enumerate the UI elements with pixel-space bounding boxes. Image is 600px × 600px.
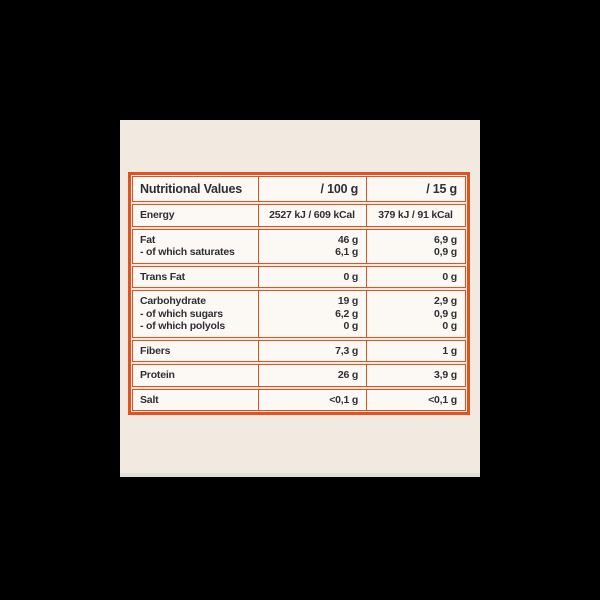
nutrient-name: - of which polyols	[140, 320, 226, 332]
header-cell-nutritional-values: Nutritional Values	[133, 177, 258, 201]
nutrient-value: 7,3 g	[335, 344, 359, 357]
nutrient-value: 379 kJ / 91 kCal	[378, 209, 453, 221]
nutrient-value: <0,1 g	[428, 393, 457, 406]
nutrient-name: Energy	[140, 209, 175, 221]
row-label-cell: Energy	[133, 205, 258, 226]
nutrient-value: 6,1 g	[335, 246, 359, 258]
per-15g-value-cell: 1 g	[366, 340, 465, 361]
nutrient-value: <0,1 g	[329, 393, 359, 406]
nutrient-value: 3,9 g	[434, 369, 457, 381]
per-15g-value-cell: 0 g	[366, 266, 465, 287]
row-label-cell: Fat - of which saturates	[133, 230, 258, 263]
nutrient-value: 0 g	[343, 270, 359, 283]
per-15g-value-cell: 6,9 g 0,9 g	[366, 229, 465, 263]
nutrient-name: Trans Fat	[140, 270, 185, 283]
per-15g-value-cell: 379 kJ / 91 kCal	[366, 205, 465, 226]
per-100g-value-cell: <0,1 g	[257, 389, 366, 410]
per-100g-value-cell: 26 g	[257, 365, 366, 386]
nutrient-value: 46 g	[337, 233, 359, 246]
nutrient-value: 0,9 g	[434, 246, 457, 258]
table-row: Salt <0,1 g <0,1 g	[132, 388, 466, 411]
row-label-cell: Fibers	[133, 341, 258, 362]
table-rows-container: Nutritional Values / 100 g / 15 g Energy…	[132, 176, 466, 411]
per-100g-value-cell: 46 g 6,1 g	[257, 229, 366, 263]
nutrient-value: 0,9 g	[434, 307, 457, 320]
row-label-cell: Trans Fat	[133, 267, 258, 288]
nutrient-name: Salt	[140, 393, 159, 406]
photo-bottom-edge	[120, 473, 480, 477]
header-cell-per-15g: / 15 g	[366, 177, 465, 201]
row-label-cell: Salt	[133, 390, 258, 411]
nutrient-value: 0 g	[442, 270, 457, 283]
table-row: Trans Fat 0 g 0 g	[132, 265, 466, 288]
nutrient-name: - of which saturates	[140, 246, 235, 258]
header-text: / 15 g	[426, 181, 457, 196]
table-header-row: Nutritional Values / 100 g / 15 g	[132, 176, 466, 202]
nutrient-value: 6,2 g	[335, 307, 359, 320]
nutrient-name: Carbohydrate	[140, 295, 206, 307]
nutrient-value: 6,9 g	[434, 233, 457, 246]
nutrient-value: 0 g	[442, 320, 457, 332]
nutrient-value: 1 g	[442, 344, 457, 357]
header-cell-per-100g: / 100 g	[257, 177, 366, 201]
per-100g-value-cell: 0 g	[257, 266, 366, 287]
nutrient-value: 0 g	[343, 320, 359, 332]
table-row: Fat - of which saturates 46 g 6,1 g 6,9 g 0,9…	[132, 228, 466, 264]
row-label-cell: Carbohydrate - of which sugars - of which …	[133, 291, 258, 337]
nutrition-label-photo: Nutritional Values / 100 g / 15 g Energy…	[120, 120, 480, 477]
row-label-cell: Protein	[133, 365, 258, 386]
nutrient-name: Protein	[140, 369, 175, 381]
table-row: Energy 2527 kJ / 609 kCal 379 kJ / 91 kCal	[132, 204, 466, 227]
per-100g-value-cell: 7,3 g	[257, 340, 366, 361]
nutrient-value: 19 g	[337, 295, 359, 307]
nutrition-facts-table: Nutritional Values / 100 g / 15 g Energy…	[128, 172, 470, 415]
nutrient-name: Fibers	[140, 344, 171, 357]
per-15g-value-cell: 3,9 g	[366, 365, 465, 386]
table-row: Carbohydrate - of which sugars - of which …	[132, 290, 466, 338]
header-text: / 100 g	[320, 181, 359, 196]
per-15g-value-cell: <0,1 g	[366, 389, 465, 410]
table-row: Protein 26 g 3,9 g	[132, 364, 466, 387]
nutrient-name: - of which sugars	[140, 307, 223, 320]
per-100g-value-cell: 2527 kJ / 609 kCal	[257, 205, 366, 226]
nutrient-value: 2527 kJ / 609 kCal	[269, 209, 355, 221]
nutrient-value: 26 g	[337, 369, 359, 381]
table-row: Fibers 7,3 g 1 g	[132, 339, 466, 362]
header-text: Nutritional Values	[140, 181, 242, 196]
nutrient-name: Fat	[140, 233, 156, 246]
nutrient-value: 2,9 g	[434, 295, 457, 307]
